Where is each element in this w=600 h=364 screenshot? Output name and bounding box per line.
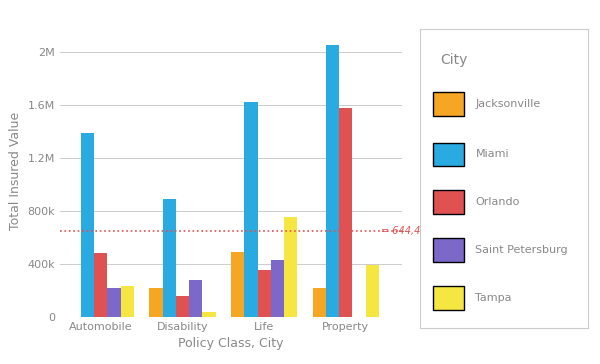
Text: City: City [440,53,467,67]
Text: Jacksonville: Jacksonville [475,99,541,109]
Bar [271,260,284,317]
Bar [149,288,163,317]
Text: Tampa: Tampa [475,293,512,303]
Bar [339,107,352,317]
X-axis label: Policy Class, City: Policy Class, City [178,337,284,350]
FancyBboxPatch shape [433,286,464,310]
FancyBboxPatch shape [433,143,464,166]
FancyBboxPatch shape [433,238,464,262]
Bar [176,296,189,317]
Bar [257,270,271,317]
FancyBboxPatch shape [433,92,464,116]
Bar [189,280,202,317]
Text: Saint Petersburg: Saint Petersburg [475,245,568,255]
Text: = 644,466: = 644,466 [381,226,433,236]
Text: Miami: Miami [475,150,509,159]
Bar [326,46,339,317]
Bar [366,265,379,317]
Bar [163,199,176,317]
Bar [284,217,298,317]
Bar [121,286,134,317]
Bar [313,288,326,317]
Text: Orlando: Orlando [475,197,520,207]
Y-axis label: Total Insured Value: Total Insured Value [9,112,22,230]
Bar [107,288,121,317]
Bar [202,312,215,317]
Bar [231,252,244,317]
Bar [244,102,257,317]
FancyBboxPatch shape [433,190,464,214]
Bar [94,253,107,317]
Bar [81,133,94,317]
